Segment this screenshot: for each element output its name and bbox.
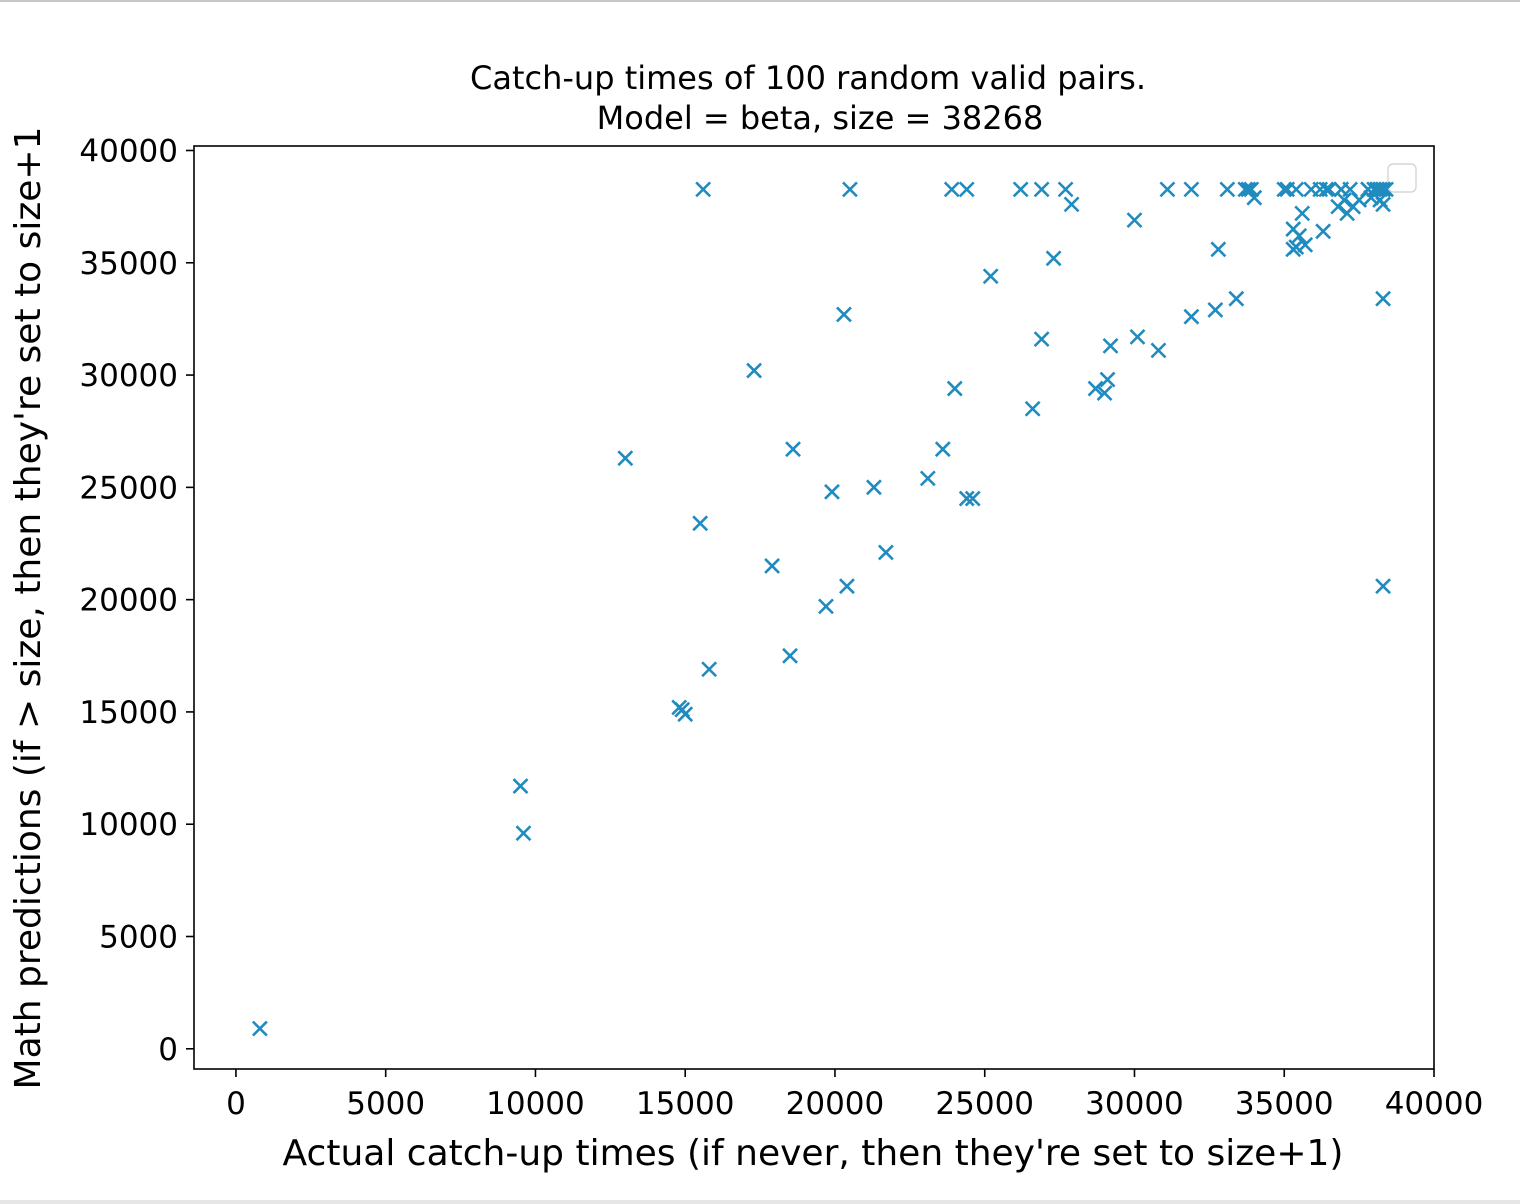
data-point (674, 701, 691, 718)
data-point (1375, 196, 1392, 213)
y-tick-label: 5000 (99, 920, 178, 956)
data-point (1057, 181, 1074, 198)
x-tick-label: 20000 (786, 1086, 885, 1122)
data-point (1099, 371, 1116, 388)
y-tick-label: 25000 (79, 470, 178, 506)
data-point (1096, 385, 1113, 401)
data-point (1375, 290, 1392, 307)
data-point (1375, 578, 1392, 595)
data-point (1219, 181, 1236, 198)
data-point (1129, 328, 1146, 345)
bottom-border-line (0, 1200, 1520, 1204)
data-point (839, 578, 855, 595)
data-point (1291, 227, 1308, 244)
data-point (1033, 331, 1050, 348)
data-point (934, 441, 951, 458)
y-tick-label: 15000 (79, 695, 178, 731)
top-border-line (0, 0, 1520, 2)
data-point (964, 490, 981, 507)
y-tick-label: 20000 (79, 583, 178, 619)
x-axis-ticks: 0 5000 10000 15000 20000 25000 30000 35000 40000 (226, 1069, 1483, 1122)
data-point (1150, 342, 1167, 359)
data-point (919, 470, 936, 487)
data-point (1183, 308, 1200, 325)
data-point (1033, 181, 1050, 198)
data-point (1183, 181, 1200, 198)
data-point (1333, 181, 1350, 198)
chart-title: Catch-up times of 100 random valid pairs… (470, 59, 1146, 97)
data-point (1321, 181, 1338, 198)
x-tick-label: 25000 (935, 1086, 1034, 1122)
data-point (877, 544, 894, 561)
data-point (1288, 181, 1305, 198)
y-tick-label: 35000 (79, 246, 178, 282)
data-point (1243, 181, 1260, 198)
data-point (982, 268, 999, 285)
data-point (824, 483, 840, 500)
data-point (251, 1020, 268, 1037)
data-point (1276, 181, 1293, 198)
data-point (958, 181, 975, 198)
data-point (1294, 205, 1311, 222)
plot-frame (193, 145, 1435, 1070)
data-point (692, 515, 709, 532)
data-point (512, 778, 529, 794)
data-points (251, 181, 1394, 1037)
data-point (1012, 181, 1029, 198)
data-point (695, 181, 712, 198)
data-point (842, 181, 858, 198)
data-point (617, 450, 634, 467)
chart-subtitle: Model = beta, size = 38268 (597, 99, 1044, 137)
x-tick-label: 5000 (346, 1086, 425, 1122)
data-point (1063, 196, 1080, 213)
data-point (958, 490, 975, 507)
data-point (746, 362, 763, 379)
data-point (1087, 380, 1104, 397)
data-point (764, 558, 780, 574)
data-point (701, 661, 718, 678)
y-axis-ticks: 0 5000 10000 15000 20000 25000 30000 35000 40000 (79, 133, 194, 1068)
y-tick-label: 0 (158, 1032, 178, 1068)
data-point (943, 181, 960, 198)
y-tick-label: 10000 (79, 807, 178, 843)
data-point (1246, 189, 1263, 206)
x-tick-label: 30000 (1085, 1086, 1184, 1122)
data-point (1288, 239, 1305, 255)
x-tick-label: 10000 (486, 1086, 585, 1122)
data-point (1360, 181, 1377, 198)
x-tick-label: 35000 (1235, 1086, 1334, 1122)
data-point (515, 825, 532, 842)
data-point (1375, 181, 1392, 198)
data-point (1318, 181, 1335, 198)
y-tick-label: 30000 (79, 358, 178, 394)
legend-frame (1387, 163, 1417, 193)
y-axis-label: Math predictions (if > size, then they'r… (8, 127, 49, 1090)
data-point (946, 380, 963, 397)
x-axis-label: Actual catch-up times (if never, then th… (283, 1133, 1344, 1174)
plot-area (193, 145, 1435, 1070)
y-tick-label: 40000 (79, 133, 178, 169)
data-point (1297, 236, 1314, 253)
x-tick-label: 15000 (636, 1086, 735, 1122)
data-point (1228, 290, 1245, 307)
data-point (785, 441, 801, 458)
data-point (1315, 223, 1332, 240)
data-point (818, 598, 834, 615)
data-point (1045, 250, 1062, 267)
data-point (1126, 212, 1143, 229)
data-point (1207, 302, 1224, 318)
data-point (782, 647, 798, 664)
data-point (865, 479, 882, 496)
data-point (1210, 241, 1227, 258)
data-point (1102, 337, 1119, 354)
x-tick-label: 0 (226, 1086, 246, 1122)
legend-box (1387, 163, 1417, 193)
x-tick-label: 40000 (1385, 1086, 1484, 1122)
data-point (836, 306, 852, 323)
data-point (1240, 181, 1257, 198)
data-point (1024, 400, 1041, 417)
data-point (1159, 181, 1176, 198)
